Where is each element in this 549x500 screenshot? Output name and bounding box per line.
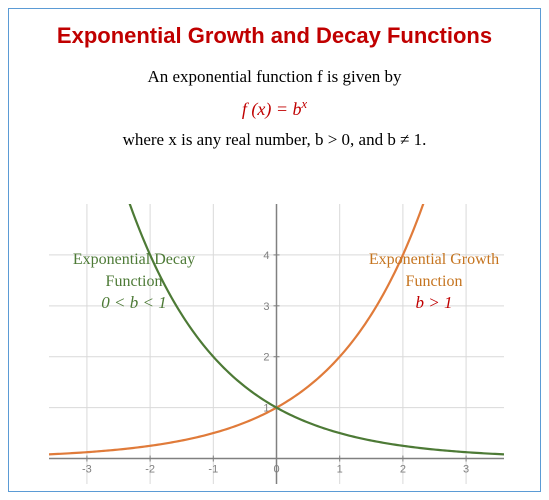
- growth-label-line2: Function: [406, 273, 463, 290]
- svg-text:0: 0: [273, 464, 279, 476]
- growth-label-line1: Exponential Growth: [369, 251, 499, 268]
- svg-text:1: 1: [337, 464, 343, 476]
- growth-condition: b > 1: [416, 293, 453, 312]
- svg-text:2: 2: [263, 352, 269, 364]
- svg-text:3: 3: [463, 464, 469, 476]
- svg-text:-1: -1: [208, 464, 218, 476]
- svg-text:4: 4: [263, 250, 269, 262]
- svg-text:-3: -3: [82, 464, 92, 476]
- formula-lhs: f (x): [242, 99, 271, 119]
- figure-title: Exponential Growth and Decay Functions: [9, 9, 540, 49]
- intro-text: An exponential function f is given by: [9, 67, 540, 87]
- condition-text: where x is any real number, b > 0, and b…: [9, 130, 540, 150]
- chart-svg: -3-2-101231234: [49, 204, 504, 484]
- formula-eq: =: [271, 99, 292, 119]
- chart-area: Exponential Decay Function 0 < b < 1 Exp…: [49, 204, 504, 484]
- svg-text:-2: -2: [145, 464, 155, 476]
- growth-label: Exponential Growth Function b > 1: [349, 249, 519, 315]
- decay-label-line1: Exponential Decay: [73, 251, 195, 268]
- svg-text:2: 2: [400, 464, 406, 476]
- decay-label: Exponential Decay Function 0 < b < 1: [49, 249, 219, 315]
- figure-container: Exponential Growth and Decay Functions A…: [8, 8, 541, 492]
- formula: f (x) = bx: [9, 97, 540, 120]
- decay-condition: 0 < b < 1: [101, 293, 166, 312]
- formula-base: b: [293, 99, 302, 119]
- svg-text:3: 3: [263, 301, 269, 313]
- formula-exp: x: [302, 97, 308, 111]
- decay-label-line2: Function: [106, 273, 163, 290]
